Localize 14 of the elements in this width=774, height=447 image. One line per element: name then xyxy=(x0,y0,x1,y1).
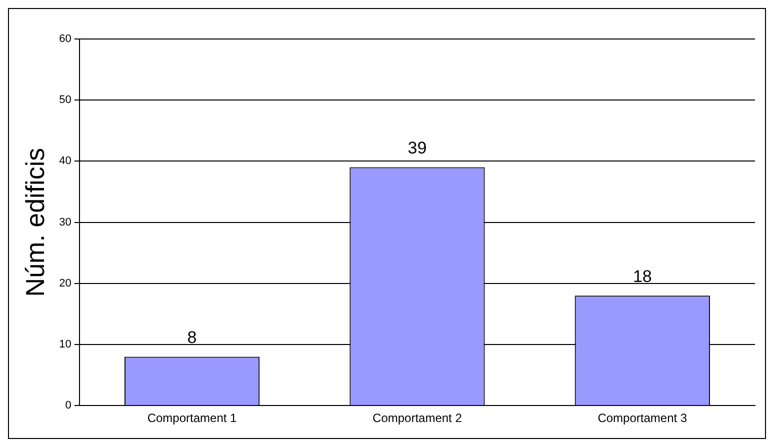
y-tick-label: 10 xyxy=(59,338,72,351)
y-tick-label: 30 xyxy=(59,216,72,228)
data-label: 18 xyxy=(632,266,652,286)
y-tick-label: 20 xyxy=(59,277,72,290)
y-tick-label: 50 xyxy=(59,94,72,106)
data-label: 39 xyxy=(408,138,427,158)
x-tick-label: Comportament 2 xyxy=(372,411,462,426)
data-label: 8 xyxy=(187,328,197,347)
y-tick-label: 40 xyxy=(59,155,72,168)
x-tick-label: Comportament 3 xyxy=(598,411,688,426)
y-tick-label: 60 xyxy=(59,33,72,46)
x-tick-label: Comportament 1 xyxy=(147,411,238,426)
y-tick-label: 0 xyxy=(65,400,72,412)
y-axis-title: Núm. edificis xyxy=(20,148,50,297)
